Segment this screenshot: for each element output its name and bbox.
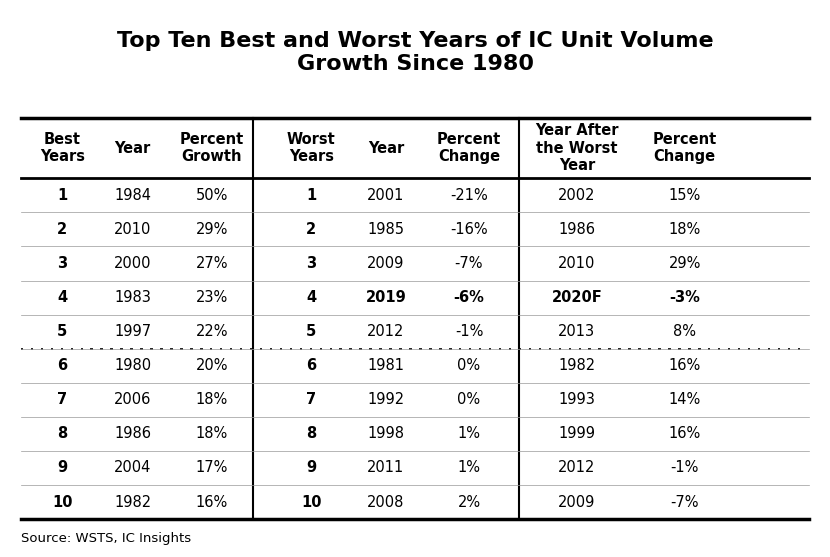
Text: 1993: 1993 bbox=[559, 392, 595, 407]
Text: 1999: 1999 bbox=[559, 427, 595, 441]
Text: Year After
the Worst
Year: Year After the Worst Year bbox=[535, 123, 618, 173]
Text: 14%: 14% bbox=[669, 392, 701, 407]
Text: 6: 6 bbox=[57, 358, 67, 373]
Text: 1983: 1983 bbox=[115, 290, 151, 305]
Text: 15%: 15% bbox=[669, 188, 701, 203]
Text: 2%: 2% bbox=[457, 495, 481, 510]
Text: 18%: 18% bbox=[196, 427, 227, 441]
Text: 23%: 23% bbox=[196, 290, 227, 305]
Text: 1992: 1992 bbox=[368, 392, 404, 407]
Text: 0%: 0% bbox=[457, 358, 481, 373]
Text: 9: 9 bbox=[57, 461, 67, 476]
Text: -6%: -6% bbox=[453, 290, 485, 305]
Text: 17%: 17% bbox=[195, 461, 228, 476]
Text: 4: 4 bbox=[306, 290, 316, 305]
Text: 2008: 2008 bbox=[367, 495, 405, 510]
Text: 2004: 2004 bbox=[114, 461, 152, 476]
Text: -7%: -7% bbox=[455, 256, 483, 271]
Text: 2009: 2009 bbox=[558, 495, 596, 510]
Text: 50%: 50% bbox=[195, 188, 228, 203]
Text: 2010: 2010 bbox=[114, 222, 152, 237]
Text: 29%: 29% bbox=[668, 256, 701, 271]
Text: Source: WSTS, IC Insights: Source: WSTS, IC Insights bbox=[21, 532, 191, 545]
Text: 16%: 16% bbox=[669, 427, 701, 441]
Text: 2020F: 2020F bbox=[551, 290, 603, 305]
Text: Top Ten Best and Worst Years of IC Unit Volume
Growth Since 1980: Top Ten Best and Worst Years of IC Unit … bbox=[117, 31, 713, 74]
Text: 7: 7 bbox=[306, 392, 316, 407]
Text: -1%: -1% bbox=[671, 461, 699, 476]
Text: 1998: 1998 bbox=[368, 427, 404, 441]
Text: 1980: 1980 bbox=[115, 358, 151, 373]
Text: 3: 3 bbox=[306, 256, 316, 271]
Text: 1: 1 bbox=[306, 188, 316, 203]
Text: -1%: -1% bbox=[455, 324, 483, 339]
Text: 1997: 1997 bbox=[115, 324, 151, 339]
Text: 1984: 1984 bbox=[115, 188, 151, 203]
Text: 10: 10 bbox=[52, 495, 72, 510]
Text: 9: 9 bbox=[306, 461, 316, 476]
Text: 2002: 2002 bbox=[558, 188, 596, 203]
Text: Year: Year bbox=[115, 141, 151, 155]
Text: 2013: 2013 bbox=[559, 324, 595, 339]
Text: 10: 10 bbox=[301, 495, 321, 510]
Text: 1: 1 bbox=[57, 188, 67, 203]
Text: 1%: 1% bbox=[457, 427, 481, 441]
Text: 8: 8 bbox=[57, 427, 67, 441]
Text: 2012: 2012 bbox=[367, 324, 405, 339]
Text: 2010: 2010 bbox=[558, 256, 596, 271]
Text: 1986: 1986 bbox=[559, 222, 595, 237]
Text: 2006: 2006 bbox=[114, 392, 152, 407]
Text: Worst
Years: Worst Years bbox=[287, 132, 335, 164]
Text: 27%: 27% bbox=[195, 256, 228, 271]
Text: 8: 8 bbox=[306, 427, 316, 441]
Text: 2: 2 bbox=[306, 222, 316, 237]
Text: 1982: 1982 bbox=[559, 358, 595, 373]
Text: -16%: -16% bbox=[450, 222, 488, 237]
Text: 1981: 1981 bbox=[368, 358, 404, 373]
Text: Percent
Change: Percent Change bbox=[437, 132, 501, 164]
Text: 22%: 22% bbox=[195, 324, 228, 339]
Text: 29%: 29% bbox=[195, 222, 228, 237]
Text: 2012: 2012 bbox=[558, 461, 596, 476]
Text: 18%: 18% bbox=[196, 392, 227, 407]
Text: 20%: 20% bbox=[195, 358, 228, 373]
Text: 2011: 2011 bbox=[368, 461, 404, 476]
Text: 5: 5 bbox=[306, 324, 316, 339]
Text: 8%: 8% bbox=[673, 324, 696, 339]
Text: 0%: 0% bbox=[457, 392, 481, 407]
Text: 1982: 1982 bbox=[115, 495, 151, 510]
Text: 18%: 18% bbox=[669, 222, 701, 237]
Text: 16%: 16% bbox=[669, 358, 701, 373]
Text: -7%: -7% bbox=[671, 495, 699, 510]
Text: Percent
Growth: Percent Growth bbox=[179, 132, 244, 164]
Text: Year: Year bbox=[368, 141, 404, 155]
Text: Best
Years: Best Years bbox=[40, 132, 85, 164]
Text: Percent
Change: Percent Change bbox=[652, 132, 717, 164]
Text: 2: 2 bbox=[57, 222, 67, 237]
Text: -3%: -3% bbox=[669, 290, 701, 305]
Text: 3: 3 bbox=[57, 256, 67, 271]
Text: 2009: 2009 bbox=[367, 256, 405, 271]
Text: -21%: -21% bbox=[450, 188, 488, 203]
Text: 5: 5 bbox=[57, 324, 67, 339]
Text: 7: 7 bbox=[57, 392, 67, 407]
Text: 2019: 2019 bbox=[365, 290, 407, 305]
Text: 2000: 2000 bbox=[114, 256, 152, 271]
Text: 4: 4 bbox=[57, 290, 67, 305]
Text: 1985: 1985 bbox=[368, 222, 404, 237]
Text: 16%: 16% bbox=[196, 495, 227, 510]
Text: 1986: 1986 bbox=[115, 427, 151, 441]
Text: 1%: 1% bbox=[457, 461, 481, 476]
Text: 6: 6 bbox=[306, 358, 316, 373]
Text: 2001: 2001 bbox=[367, 188, 405, 203]
